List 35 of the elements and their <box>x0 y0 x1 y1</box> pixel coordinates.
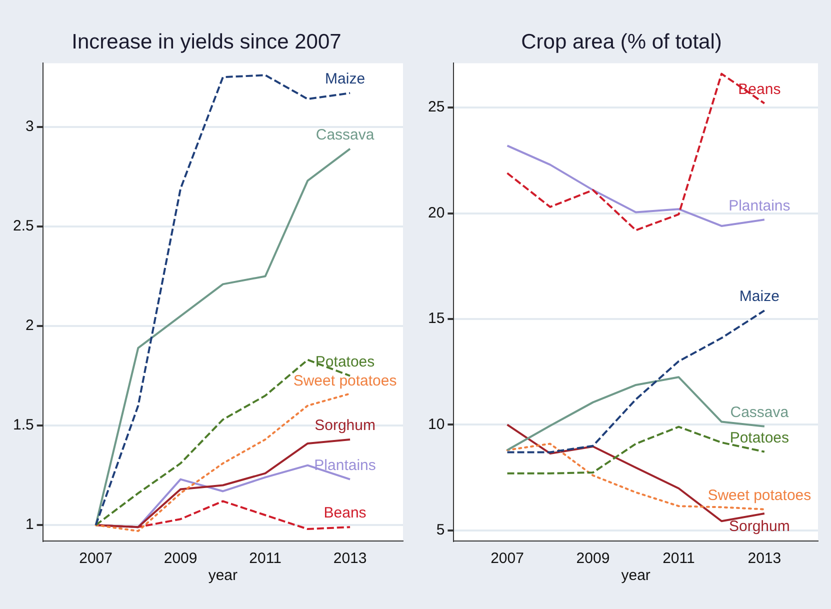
series-label: Sorghum <box>314 417 376 434</box>
series-label: Sweet potatoes <box>293 372 397 390</box>
y-tick-label: 5 <box>436 522 445 539</box>
series-label: Plantains <box>314 456 376 474</box>
series-label: Maize <box>739 288 780 306</box>
x-tick-label: 2009 <box>576 550 610 568</box>
series-label: Potatoes <box>730 429 790 446</box>
x-tick-label: 2007 <box>79 550 112 568</box>
x-axis-title: year <box>208 567 238 584</box>
series-label: Sorghum <box>728 518 790 536</box>
series-label: Cassava <box>730 404 790 422</box>
y-tick-label: 3 <box>26 118 34 136</box>
chart-title: Increase in yields since 2007 <box>72 30 342 54</box>
y-tick-label: 1.5 <box>12 416 34 434</box>
x-tick-label: 2009 <box>164 550 198 568</box>
series-label: Cassava <box>316 126 375 144</box>
x-tick-label: 2013 <box>748 550 782 568</box>
y-tick-label: 25 <box>428 98 445 116</box>
series-label: Maize <box>325 70 366 88</box>
series-label: Plantains <box>728 197 790 214</box>
series-label: Beans <box>324 504 366 522</box>
y-tick-label: 15 <box>428 310 445 328</box>
y-tick-label: 2 <box>26 317 34 334</box>
x-axis-title: year <box>621 567 650 584</box>
y-tick-label: 1 <box>26 516 34 534</box>
chart-title: Crop area (% of total) <box>521 30 722 54</box>
x-tick-label: 2011 <box>662 550 695 568</box>
x-tick-label: 2011 <box>249 550 282 568</box>
x-tick-label: 2007 <box>490 550 524 568</box>
y-tick-label: 2.5 <box>12 218 34 235</box>
y-tick-label: 20 <box>428 204 445 222</box>
series-label: Potatoes <box>315 353 375 370</box>
series-label: Sweet potatoes <box>708 486 812 504</box>
y-tick-label: 10 <box>428 416 445 433</box>
x-tick-label: 2013 <box>333 550 367 568</box>
